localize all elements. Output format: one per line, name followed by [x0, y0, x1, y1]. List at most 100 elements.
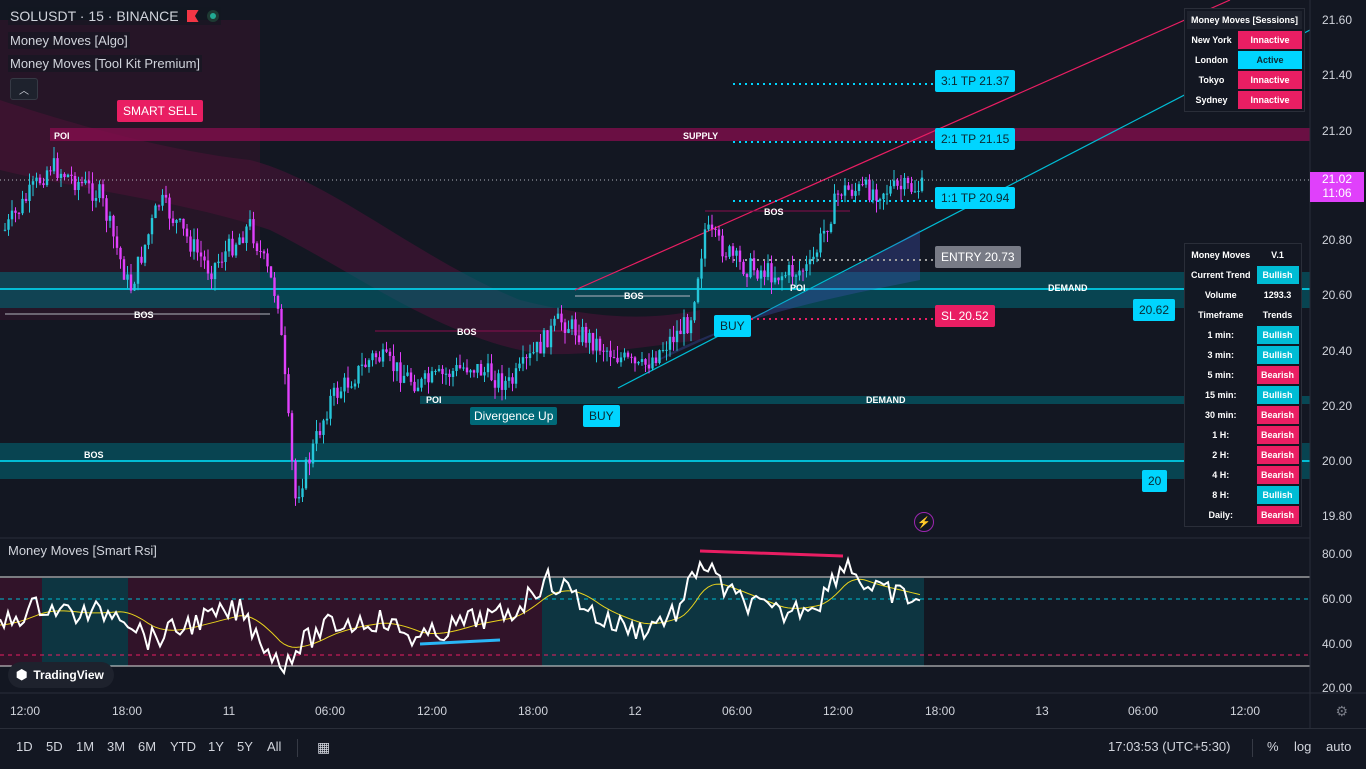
candle-body — [595, 338, 598, 351]
candle-body — [136, 256, 140, 284]
range-6m[interactable]: 6M — [138, 739, 157, 754]
candle-body — [794, 275, 798, 277]
trend-value: Bearish — [1256, 446, 1299, 464]
bos-label-1: BOS — [134, 310, 154, 320]
rsi-tick: 80.00 — [1321, 547, 1352, 561]
log-toggle[interactable]: log — [1294, 739, 1312, 754]
range-1y[interactable]: 1Y — [208, 739, 224, 754]
bearish-cloud — [0, 100, 700, 355]
candle-body — [668, 336, 672, 350]
candle-body — [675, 330, 679, 343]
candle-body — [168, 197, 171, 219]
candle-body — [885, 193, 889, 195]
range-ytd[interactable]: YTD — [170, 739, 196, 754]
candle-body — [490, 363, 493, 381]
candle-body — [406, 372, 409, 376]
auto-toggle[interactable]: auto — [1326, 739, 1352, 754]
candle-body — [430, 371, 434, 383]
candle-body — [409, 372, 413, 382]
indicator-algo[interactable]: Money Moves [Algo] — [8, 32, 130, 49]
candle-body — [738, 250, 742, 262]
tradingview-logo[interactable]: ⬢ TradingView — [8, 662, 114, 688]
symbol-title[interactable]: SOLUSDT · 15 · BINANCE — [8, 7, 221, 25]
candle-body — [609, 350, 612, 358]
candle-body — [556, 313, 560, 319]
tradingview-icon: ⬢ — [16, 667, 28, 682]
range-1m[interactable]: 1M — [76, 739, 95, 754]
buy-tag-1: BUY — [714, 315, 751, 337]
candle-body — [602, 350, 605, 352]
candle-body — [35, 177, 38, 182]
candle-body — [444, 373, 448, 375]
trend-label: 15 min: — [1205, 390, 1237, 400]
candle-body — [80, 182, 84, 184]
trend-label: Volume — [1204, 290, 1237, 300]
candle-body — [255, 243, 259, 252]
time-tick: 13 — [1035, 704, 1049, 718]
candle-body — [462, 367, 465, 369]
candle-body — [798, 270, 801, 276]
candle-body — [735, 250, 738, 256]
candle-body — [388, 351, 392, 356]
range-all[interactable]: All — [267, 739, 282, 754]
candle-body — [805, 264, 808, 272]
trend-label: 1 H: — [1212, 430, 1230, 440]
last-price-badge: 21.02 11:06 — [1310, 172, 1364, 202]
collapse-legend-button[interactable]: ︿ — [10, 78, 38, 100]
candle-body — [416, 387, 420, 392]
range-5d[interactable]: 5D — [46, 739, 63, 754]
trend-label: Current Trend — [1191, 270, 1251, 280]
candle-body — [245, 226, 248, 243]
candle-body — [518, 363, 521, 369]
candle-body — [189, 236, 192, 252]
candle-body — [63, 173, 66, 178]
rsi-indicator-title[interactable]: Money Moves [Smart Rsi] — [8, 543, 157, 558]
trend-label: 2 H: — [1212, 450, 1230, 460]
clock-timezone[interactable]: 17:03:53 (UTC+5:30) — [1108, 739, 1231, 754]
session-status: Innactive — [1238, 71, 1303, 89]
channel-upper — [574, 0, 1231, 291]
sl-tag: SL 20.52 — [935, 305, 995, 327]
candle-body — [105, 198, 108, 221]
time-tick: 18:00 — [924, 704, 956, 718]
session-name: Tokyo — [1198, 75, 1225, 85]
candle-body — [287, 374, 290, 414]
range-3m[interactable]: 3M — [107, 739, 126, 754]
candle-body — [626, 352, 630, 357]
candle-body — [889, 186, 892, 194]
candle-body — [892, 180, 896, 187]
candle-body — [658, 350, 661, 364]
session-status: Innactive — [1238, 91, 1303, 109]
calendar-range-icon[interactable]: ▦ — [317, 739, 331, 755]
candle-body — [385, 349, 388, 352]
price-tick: 20.00 — [1321, 454, 1352, 468]
trend-label: 30 min: — [1205, 410, 1237, 420]
sessions-header: Money Moves [Sessions] — [1187, 11, 1303, 29]
candle-body — [843, 185, 847, 196]
candle-body — [455, 365, 458, 372]
candle-body — [217, 261, 220, 264]
demand-zone-upper — [0, 272, 1310, 308]
candle-body — [661, 350, 665, 352]
price-tick: 20.40 — [1321, 344, 1352, 358]
candle-body — [234, 244, 238, 256]
candle-body — [451, 371, 455, 377]
candle-body — [402, 375, 406, 383]
toolbar-divider — [297, 739, 298, 757]
range-1d[interactable]: 1D — [16, 739, 33, 754]
candle-body — [689, 320, 693, 334]
demand-label-2: DEMAND — [866, 395, 906, 405]
candle-body — [129, 274, 133, 291]
candle-body — [791, 264, 794, 277]
candle-body — [749, 258, 752, 278]
time-tick: 12:00 — [416, 704, 448, 718]
range-5y[interactable]: 5Y — [237, 739, 253, 754]
candle-body — [38, 177, 42, 184]
price-chart[interactable] — [0, 0, 1366, 730]
time-tick: 12:00 — [9, 704, 41, 718]
price-axis[interactable]: 21.60 21.40 21.20 20.80 20.60 20.40 20.2… — [1308, 0, 1366, 730]
lightning-icon[interactable]: ⚡ — [914, 512, 934, 532]
percent-toggle[interactable]: % — [1267, 739, 1279, 754]
indicator-toolkit[interactable]: Money Moves [Tool Kit Premium] — [8, 55, 203, 72]
gear-icon[interactable]: ⚙ — [1335, 703, 1348, 719]
